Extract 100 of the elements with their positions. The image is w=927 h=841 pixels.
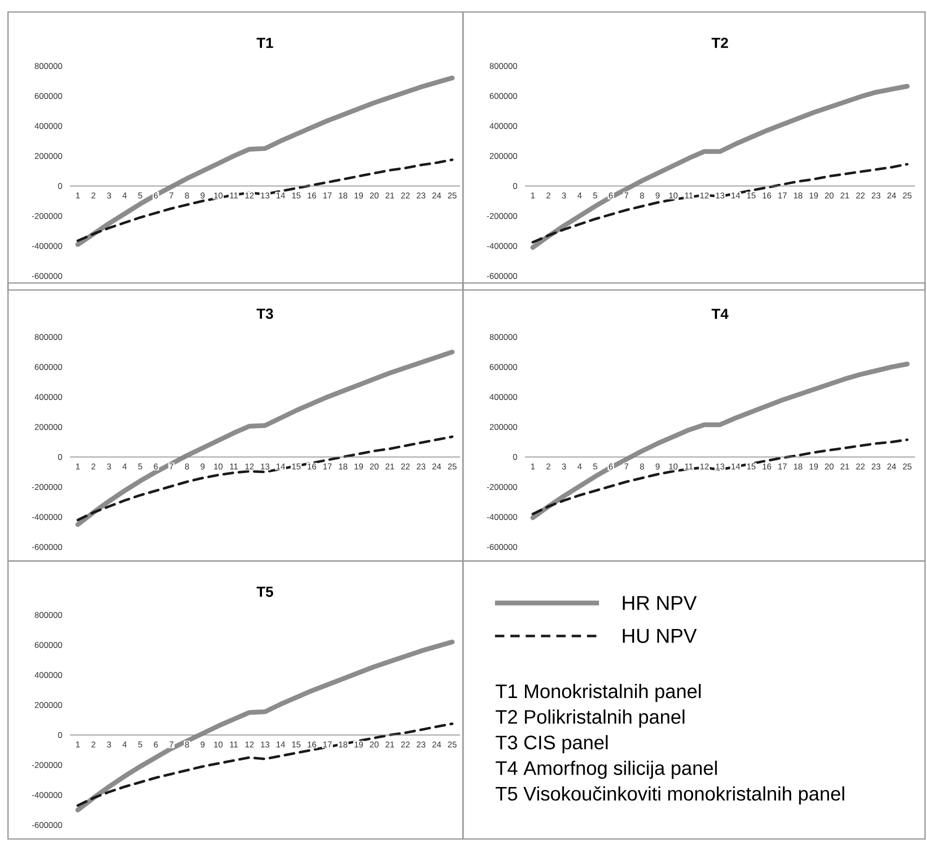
x-tick-label: 25 xyxy=(902,464,912,470)
x-tick-label: 2 xyxy=(91,742,96,748)
y-tick-label: 600000 xyxy=(34,92,62,99)
x-tick-label: 9 xyxy=(200,464,205,470)
x-tick-label: 14 xyxy=(276,742,286,748)
y-tick-label: 400000 xyxy=(34,394,62,400)
x-tick-label: 20 xyxy=(370,464,379,470)
x-tick-label: 11 xyxy=(685,192,693,198)
y-tick-label: -600000 xyxy=(32,822,62,828)
text: T1 Monokristalnih panel xyxy=(496,684,701,702)
chart-title: T4 xyxy=(712,308,728,319)
y-tick-label: 800000 xyxy=(34,334,62,340)
x-tick-label: 5 xyxy=(593,464,598,470)
y-tick-label: -400000 xyxy=(487,514,518,520)
x-tick-label: 7 xyxy=(170,742,174,748)
x-tick-label: 22 xyxy=(856,192,865,198)
y-tick-label: -600000 xyxy=(32,273,62,279)
y-tick-label: 200000 xyxy=(34,152,62,159)
text: HU NPV xyxy=(622,629,697,643)
x-tick-label: 16 xyxy=(308,464,316,470)
x-tick-label: 9 xyxy=(656,464,660,470)
x-tick-label: 15 xyxy=(292,192,301,198)
x-tick-label: 10 xyxy=(214,742,223,748)
y-tick-label: 400000 xyxy=(34,672,62,678)
x-tick-label: 1 xyxy=(76,464,80,470)
x-tick-label: 25 xyxy=(448,192,457,199)
x-tick-label: 6 xyxy=(154,192,158,199)
x-tick-label: 6 xyxy=(608,192,613,199)
x-tick-label: 7 xyxy=(170,192,174,198)
y-tick-label: 200000 xyxy=(34,702,62,708)
y-tick-label: 0 xyxy=(513,182,518,189)
x-tick-label: 13 xyxy=(260,742,270,748)
y-tick-label: -400000 xyxy=(32,243,62,249)
x-tick-label: 23 xyxy=(872,192,880,199)
y-tick-label: 0 xyxy=(58,182,62,189)
text: HR NPV xyxy=(622,596,697,610)
x-tick-label: 17 xyxy=(778,192,787,198)
x-tick-label: 11 xyxy=(230,192,238,198)
text: T5 Visokoučinkoviti monokristalnih panel xyxy=(496,786,844,804)
x-tick-label: 1 xyxy=(76,192,80,198)
x-tick-label: 25 xyxy=(448,464,457,470)
x-tick-label: 18 xyxy=(794,464,802,470)
y-tick-label: -200000 xyxy=(32,762,62,768)
y-tick-label: 200000 xyxy=(490,424,518,430)
x-tick-label: 13 xyxy=(716,464,724,470)
x-tick-label: 21 xyxy=(840,464,850,470)
x-tick-label: 24 xyxy=(432,464,442,470)
y-tick-label: 200000 xyxy=(490,152,518,159)
x-tick-label: 19 xyxy=(810,192,818,199)
chart-title: T3 xyxy=(256,308,274,319)
x-tick-label: 22 xyxy=(856,464,865,470)
x-tick-label: 12 xyxy=(245,742,254,748)
x-tick-label: 17 xyxy=(778,464,787,470)
x-tick-label: 24 xyxy=(887,192,896,198)
x-tick-label: 19 xyxy=(810,464,818,470)
x-tick-label: 1 xyxy=(76,742,80,748)
text: T3 CIS panel xyxy=(496,735,608,754)
x-tick-label: 8 xyxy=(185,464,189,470)
x-tick-label: 2 xyxy=(546,192,550,198)
y-tick-label: -400000 xyxy=(32,792,62,798)
x-tick-label: 24 xyxy=(432,192,442,198)
y-tick-label: 0 xyxy=(513,454,518,460)
y-tick-label: 0 xyxy=(58,732,62,738)
x-tick-label: 5 xyxy=(593,192,598,198)
y-tick-label: 400000 xyxy=(490,122,518,129)
y-tick-label: -400000 xyxy=(487,243,518,249)
x-tick-label: 23 xyxy=(872,464,880,470)
y-tick-label: 400000 xyxy=(34,122,62,129)
y-tick-label: 800000 xyxy=(34,62,62,69)
x-tick-label: 2 xyxy=(91,464,96,470)
y-tick-label: 0 xyxy=(58,454,62,460)
x-tick-label: 8 xyxy=(640,464,644,470)
y-tick-label: -200000 xyxy=(32,484,62,490)
y-tick-label: -200000 xyxy=(32,213,62,219)
x-tick-label: 1 xyxy=(531,464,535,470)
y-tick-label: -200000 xyxy=(487,484,518,490)
x-tick-label: 16 xyxy=(762,192,772,199)
x-tick-label: 22 xyxy=(401,192,410,198)
y-tick-label: -400000 xyxy=(32,514,62,520)
x-tick-label: 24 xyxy=(887,464,896,470)
x-tick-label: 17 xyxy=(323,464,332,470)
x-tick-label: 14 xyxy=(276,192,286,198)
x-tick-label: 4 xyxy=(122,192,127,198)
x-tick-label: 4 xyxy=(122,742,127,748)
y-tick-label: -600000 xyxy=(487,544,518,550)
y-tick-label: 600000 xyxy=(490,92,518,99)
x-tick-label: 18 xyxy=(338,464,348,470)
x-tick-label: 22 xyxy=(401,464,410,470)
text: T4 Amorfnog silicija panel xyxy=(496,760,717,779)
x-tick-label: 10 xyxy=(214,464,223,470)
x-tick-label: 10 xyxy=(669,192,678,199)
y-tick-label: 800000 xyxy=(490,334,518,340)
x-tick-label: 20 xyxy=(824,464,834,470)
y-tick-label: -600000 xyxy=(32,544,62,550)
x-tick-label: 18 xyxy=(338,742,348,748)
x-tick-label: 23 xyxy=(416,192,426,199)
x-tick-label: 11 xyxy=(685,464,693,470)
x-tick-label: 12 xyxy=(245,464,254,470)
y-tick-label: 800000 xyxy=(490,62,518,69)
y-tick-label: 600000 xyxy=(490,364,518,370)
